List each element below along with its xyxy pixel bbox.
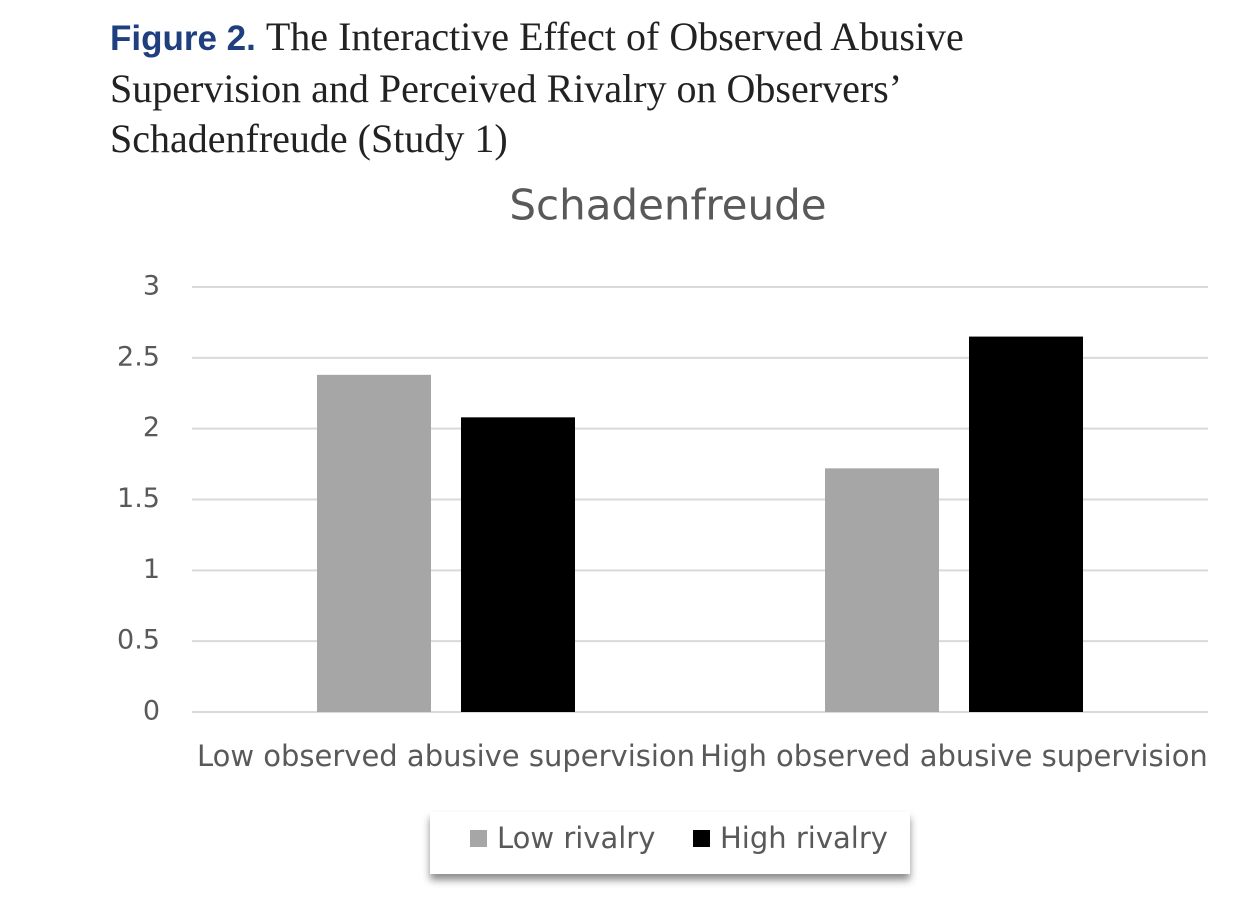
y-tick-label: 2 [143,412,160,443]
bar [461,417,575,712]
legend-box [430,812,910,874]
y-tick-label: 0 [143,696,160,727]
y-tick-label: 3 [143,271,160,302]
caption-label: Figure 2. [110,19,256,58]
legend-swatch [470,830,487,847]
legend-swatch [693,830,710,847]
x-tick-label: Low observed abusive supervision [197,739,695,773]
legend-label: Low rivalry [497,821,655,855]
bar [825,468,939,712]
legend-label: High rivalry [720,821,888,855]
y-tick-label: 1.5 [117,483,160,514]
y-tick-label: 0.5 [117,625,160,656]
figure-caption: Figure 2. The Interactive Effect of Obser… [110,12,1110,164]
bar [969,336,1083,712]
x-tick-label: High observed abusive supervision [700,739,1208,773]
y-tick-label: 1 [143,554,160,585]
bar [317,374,431,712]
caption-text: The Interactive Effect of Observed Abusi… [110,14,964,161]
y-tick-label: 2.5 [117,341,160,372]
chart-title: Schadenfreude [509,181,826,230]
